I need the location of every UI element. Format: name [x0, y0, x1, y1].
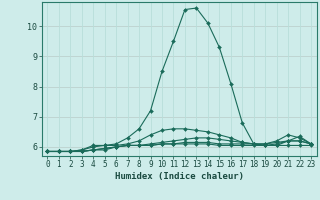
X-axis label: Humidex (Indice chaleur): Humidex (Indice chaleur) [115, 172, 244, 181]
